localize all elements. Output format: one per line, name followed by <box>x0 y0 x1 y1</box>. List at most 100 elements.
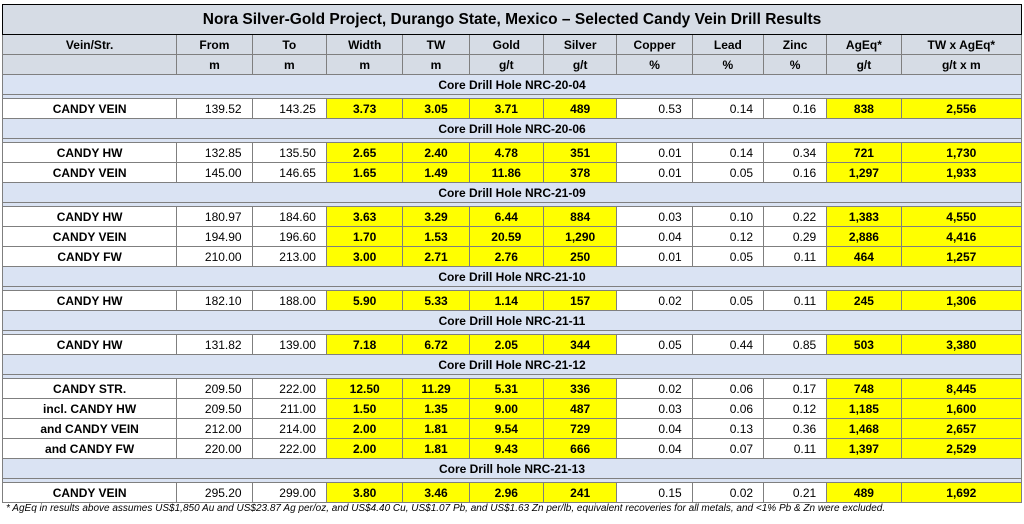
table-cell: 2.40 <box>402 142 470 163</box>
table-cell: 1,692 <box>900 482 1023 503</box>
table-row: CANDY STR. 209.50 222.00 12.50 11.29 5.31 336 0… <box>1 378 1023 399</box>
column-unit: % <box>691 54 765 75</box>
table-row: and CANDY VEIN 212.00 214.00 2.00 1.81 9.54 72… <box>1 418 1023 439</box>
column-header: To <box>251 34 327 55</box>
table-cell: 139.52 <box>176 98 253 119</box>
table-cell: 729 <box>542 418 618 439</box>
table-cell: 4,416 <box>900 226 1023 247</box>
table-cell: 2,657 <box>900 418 1023 439</box>
table-cell: 0.36 <box>763 418 828 439</box>
table-cell: 3.46 <box>402 482 470 503</box>
table-cell: 0.14 <box>691 142 765 163</box>
table-cell: 0.15 <box>616 482 693 503</box>
table-row: CANDY VEIN 145.00 146.65 1.65 1.49 11.86 378 0.… <box>1 162 1023 183</box>
table-cell: 503 <box>826 334 902 355</box>
hole-label: Core Drill Hole NRC-21-10 <box>2 266 1022 287</box>
table-cell: 1,185 <box>826 398 902 419</box>
drill-results-table: Nora Silver-Gold Project, Durango State,… <box>1 4 1023 503</box>
table-cell: 9.43 <box>468 438 544 459</box>
table-cell: 3.05 <box>402 98 470 119</box>
table-cell: 0.02 <box>616 378 693 399</box>
table-cell: 336 <box>542 378 618 399</box>
table-cell: 1,290 <box>542 226 618 247</box>
column-header: TW <box>402 34 470 55</box>
table-cell: 5.31 <box>468 378 544 399</box>
hole-header-row: Core Drill Hole NRC-21-10 <box>2 266 1022 287</box>
table-cell: 194.90 <box>176 226 253 247</box>
table-cell: 0.16 <box>763 162 828 183</box>
table-cell: 1.81 <box>402 418 470 439</box>
table-cell: 209.50 <box>176 378 253 399</box>
hole-label: Core Drill Hole NRC-21-09 <box>2 182 1022 203</box>
column-header: AgEq* <box>826 34 902 55</box>
table-cell: 0.03 <box>616 398 693 419</box>
table-cell: 209.50 <box>176 398 253 419</box>
column-header: Vein/Str. <box>1 34 178 55</box>
table-cell: 0.10 <box>691 206 765 227</box>
table-cell: 12.50 <box>325 378 404 399</box>
column-unit: g/t <box>542 54 618 75</box>
spacer-cell <box>2 330 1022 335</box>
table-cell: 145.00 <box>176 162 253 183</box>
table-cell: 0.02 <box>691 482 765 503</box>
table-cell: 250 <box>542 246 618 267</box>
table-cell: 2.65 <box>325 142 404 163</box>
units-row: m m m m g/t g/t%%% g/t g/t x m <box>1 54 1023 75</box>
row-spacer <box>2 202 1022 207</box>
column-header: TW x AgEq* <box>900 34 1023 55</box>
table-cell: 3.00 <box>325 246 404 267</box>
table-cell: 245 <box>826 290 902 311</box>
table-row: CANDY VEIN 194.90 196.60 1.70 1.53 20.59 1,290… <box>1 226 1023 247</box>
table-row: CANDY HW 132.85 135.50 2.65 2.40 4.78 351 0.01 0… <box>1 142 1023 163</box>
table-cell: 0.85 <box>763 334 828 355</box>
table-row: and CANDY FW 220.00 222.00 2.00 1.81 9.43 666 0… <box>1 438 1023 459</box>
column-unit: m <box>402 54 470 75</box>
table-cell: 0.53 <box>616 98 693 119</box>
hole-header-row: Core Drill Hole NRC-20-04 <box>2 74 1022 95</box>
table-cell: 299.00 <box>251 482 327 503</box>
column-unit: m <box>251 54 327 75</box>
table-cell: 487 <box>542 398 618 419</box>
table-row: CANDY FW 210.00 213.00 3.00 2.71 2.76 250 0.01 0… <box>1 246 1023 267</box>
table-cell: 0.11 <box>763 438 828 459</box>
table-cell: 351 <box>542 142 618 163</box>
header-row: Vein/Str. From To Width TW Gold Silver Copper Le… <box>1 34 1023 55</box>
table-cell: 0.04 <box>616 226 693 247</box>
row-spacer <box>2 330 1022 335</box>
table-row: CANDY HW 180.97 184.60 3.63 3.29 6.44 884 0.03 0… <box>1 206 1023 227</box>
table-cell: 1,383 <box>826 206 902 227</box>
table-cell: 666 <box>542 438 618 459</box>
table-cell: 135.50 <box>251 142 327 163</box>
table-cell: 748 <box>826 378 902 399</box>
table-cell: 295.20 <box>176 482 253 503</box>
table-cell: 220.00 <box>176 438 253 459</box>
table-cell: 5.90 <box>325 290 404 311</box>
table-cell: 0.21 <box>763 482 828 503</box>
column-header: From <box>176 34 253 55</box>
table-cell: 0.16 <box>763 98 828 119</box>
table-cell: 0.05 <box>691 290 765 311</box>
table-cell: 3.80 <box>325 482 404 503</box>
vein-name-cell: CANDY HW <box>1 142 178 163</box>
table-cell: 1,730 <box>900 142 1023 163</box>
table-cell: 184.60 <box>251 206 327 227</box>
table-cell: 0.01 <box>616 142 693 163</box>
hole-header-row: Core Drill Hole NRC-20-06 <box>2 118 1022 139</box>
hole-header-row: Core Drill Hole NRC-21-09 <box>2 182 1022 203</box>
table-cell: 6.72 <box>402 334 470 355</box>
table-cell: 344 <box>542 334 618 355</box>
table-cell: 0.06 <box>691 378 765 399</box>
table-cell: 20.59 <box>468 226 544 247</box>
table-cell: 222.00 <box>251 438 327 459</box>
table-cell: 0.05 <box>616 334 693 355</box>
table-cell: 489 <box>826 482 902 503</box>
table-cell: 0.14 <box>691 98 765 119</box>
table-row: CANDY VEIN 139.52 143.25 3.73 3.05 3.71 489 0.5… <box>1 98 1023 119</box>
results-table-container: Nora Silver-Gold Project, Durango State,… <box>1 4 1023 503</box>
column-header: Lead <box>691 34 765 55</box>
table-row: incl. CANDY HW 209.50 211.00 1.50 1.35 9.00 48… <box>1 398 1023 419</box>
table-cell: 1.70 <box>325 226 404 247</box>
table-cell: 0.01 <box>616 246 693 267</box>
vein-name-cell: CANDY FW <box>1 246 178 267</box>
table-cell: 0.04 <box>616 418 693 439</box>
